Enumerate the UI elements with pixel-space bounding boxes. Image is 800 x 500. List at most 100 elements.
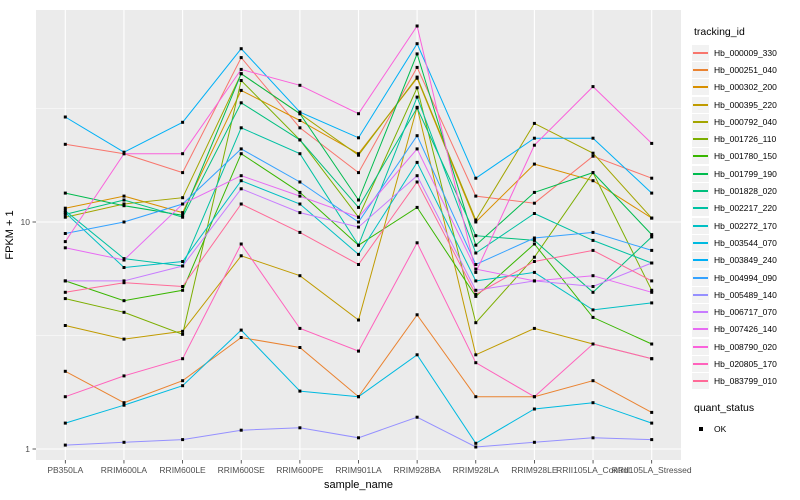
legend-key-swatch: [692, 234, 709, 251]
data-point: [532, 440, 536, 444]
legend-key-line: [693, 155, 708, 158]
data-point: [63, 212, 67, 216]
data-point: [239, 336, 243, 339]
legend-item: Hb_000251_040: [692, 61, 798, 78]
data-point: [181, 288, 185, 292]
data-point: [591, 154, 595, 158]
data-point: [474, 445, 478, 449]
data-point: [474, 251, 478, 255]
data-point: [532, 190, 536, 194]
legend-item: Hb_005489_140: [692, 286, 798, 303]
legend-key-line: [693, 120, 708, 123]
legend-key-line: [693, 241, 708, 244]
data-point: [181, 171, 185, 175]
data-point: [650, 288, 654, 292]
legend-item: Hb_001799_190: [692, 165, 798, 182]
data-point: [415, 205, 419, 209]
legend-key-swatch: [692, 269, 709, 286]
data-point: [532, 242, 536, 246]
legend-item: Hb_007426_140: [692, 321, 798, 338]
legend-key-line: [693, 86, 708, 89]
legend-item: Hb_003849_240: [692, 252, 798, 269]
data-point: [415, 353, 419, 357]
legend-item-label: Hb_000792_040: [714, 116, 777, 127]
data-point: [357, 205, 360, 209]
data-point: [122, 202, 126, 206]
legend-key-swatch: [692, 252, 709, 269]
legend-item-label: Hb_007426_140: [714, 324, 777, 335]
data-point: [181, 211, 185, 215]
data-point: [239, 67, 243, 71]
x-tick-label: RRIM600SE: [218, 465, 266, 475]
legend-key-line: [693, 311, 708, 314]
data-point: [298, 112, 302, 116]
data-point: [239, 428, 243, 432]
data-point: [298, 126, 302, 130]
data-point: [474, 288, 478, 292]
data-point: [239, 179, 243, 183]
legend-title: tracking_id: [694, 26, 745, 38]
x-tick-label: RRII105LA_Control: [556, 465, 630, 475]
legend-item: Hb_002272_170: [692, 217, 798, 234]
data-point: [591, 151, 595, 155]
x-tick-label: PB350LA: [47, 465, 83, 475]
data-point: [532, 201, 536, 205]
data-point: [532, 407, 536, 411]
data-point: [357, 112, 360, 116]
data-point: [122, 374, 126, 378]
data-point: [357, 198, 360, 202]
data-point: [122, 194, 126, 198]
data-point: [474, 176, 478, 180]
legend-key-swatch: [692, 338, 709, 355]
data-point: [122, 204, 126, 208]
data-point: [181, 379, 185, 383]
legend-key-swatch: [692, 79, 709, 96]
data-point: [532, 395, 536, 399]
data-point: [650, 176, 654, 180]
legend-key-line: [693, 293, 708, 296]
data-point: [591, 248, 595, 252]
y-tick-label: 1: [25, 444, 30, 454]
data-point: [415, 313, 419, 317]
data-point: [239, 126, 243, 130]
data-point: [532, 236, 536, 240]
data-point: [591, 379, 595, 383]
data-point: [591, 285, 595, 288]
data-point: [532, 326, 536, 330]
data-point: [532, 270, 536, 274]
data-point: [63, 324, 67, 327]
data-point: [650, 235, 654, 239]
data-point: [650, 421, 654, 425]
black-square-marker-icon: [699, 426, 703, 431]
data-point: [591, 308, 595, 312]
data-point: [474, 267, 478, 271]
quant-key-swatch: [692, 421, 709, 437]
data-point: [357, 215, 360, 219]
data-point: [298, 389, 302, 393]
quant-legend-title: quant_status: [694, 401, 755, 414]
data-point: [181, 196, 185, 200]
legend-item-label: Hb_000251_040: [714, 64, 777, 75]
legend-items: Hb_000009_330 Hb_000251_040 Hb_000302_200 H…: [692, 44, 798, 390]
legend-item-label: Hb_006717_070: [714, 307, 777, 318]
x-tick-label: RRIM600PE: [276, 465, 324, 475]
legend-item-label: Hb_001828_020: [714, 186, 777, 197]
data-point: [415, 174, 419, 178]
data-point: [181, 120, 185, 124]
data-point: [532, 136, 536, 140]
data-point: [357, 349, 360, 353]
data-point: [357, 243, 360, 247]
legend-item: Hb_001828_020: [692, 182, 798, 200]
data-point: [122, 440, 126, 444]
data-point: [122, 337, 126, 341]
data-point: [474, 243, 478, 247]
legend-key-line: [693, 68, 708, 71]
data-point: [63, 115, 67, 119]
legend-item: Hb_004994_090: [692, 269, 798, 286]
data-point: [63, 209, 67, 213]
legend-key-line: [693, 207, 708, 210]
data-point: [298, 138, 302, 142]
data-point: [122, 281, 126, 285]
legend-key-swatch: [692, 148, 709, 165]
data-point: [474, 353, 478, 357]
